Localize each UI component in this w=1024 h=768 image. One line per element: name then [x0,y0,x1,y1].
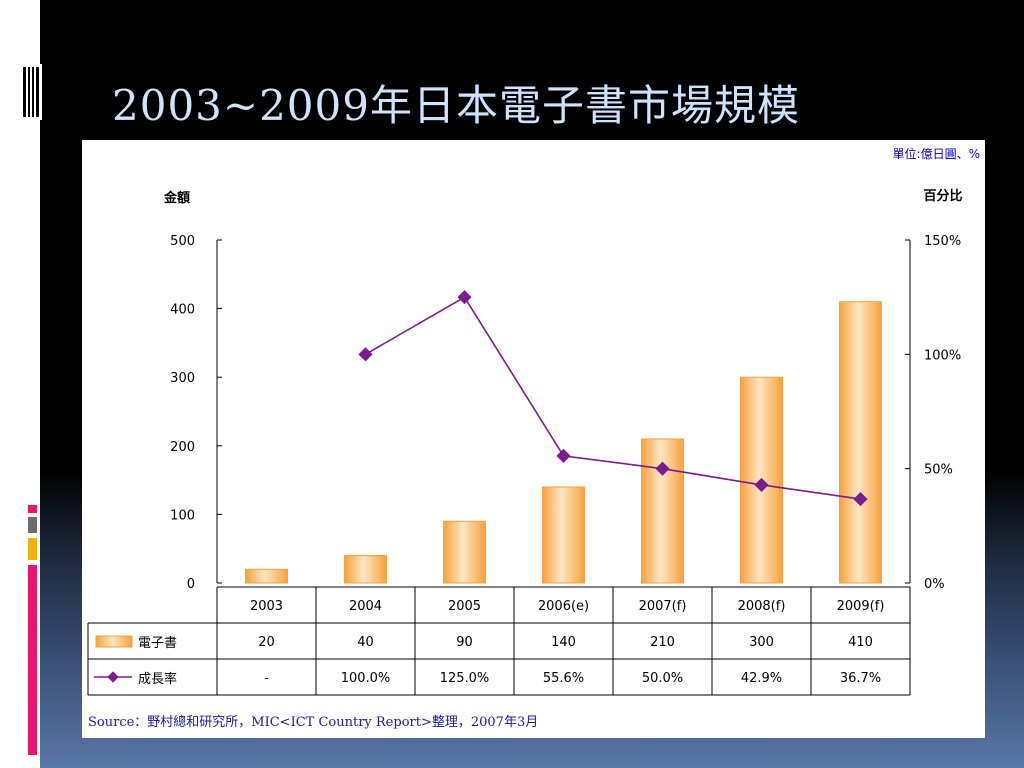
category-label: 2005 [448,599,481,614]
legend-bar-swatch [95,635,133,648]
category-label: 2008(f) [738,599,786,614]
bar [443,520,486,584]
growth-line [365,296,861,500]
legend-bar-label: 電子書 [138,636,177,651]
growth-value-cell: 36.7% [840,671,881,686]
bar [344,555,387,584]
category-label: 2003 [250,599,283,614]
left-tick-label: 400 [170,303,195,318]
data-table: 2003 2004 2005 2006(e) 2007(f) 2008(f) 2009(f)… [87,586,911,696]
growth-point [358,347,373,362]
bars [245,301,882,584]
bar [641,438,684,584]
growth-value-cell: 125.0% [440,671,490,686]
legend-line-label: 成長率 [138,671,177,687]
growth-point [853,492,868,507]
category-label: 2006(e) [538,599,589,614]
category-label: 2004 [349,599,382,614]
growth-value-cell: 42.9% [741,671,782,686]
bar-value-cell: 40 [357,635,374,650]
right-tick-label: 150% [924,234,961,249]
source-note: Source：野村總和研究所，MIC<ICT Country Report>整理… [88,714,538,730]
slide-title: 2003~2009年日本電子書市場規模 [112,81,800,130]
bar-value-cell: 20 [258,635,275,650]
legend-line-marker [107,671,119,683]
bar [839,301,882,584]
bar [245,568,288,584]
bar-value-cell: 300 [749,635,774,650]
bar [542,486,585,584]
growth-value-cell: 100.0% [341,671,391,686]
growth-point [556,448,571,463]
bar-value-cell: 410 [848,635,873,650]
growth-value-cell: - [264,671,269,686]
growth-value-cell: 55.6% [543,671,584,686]
left-tick-label: 200 [170,440,195,455]
axes: 500 400 300 200 100 0 150% 100% 50% 0% [170,234,961,592]
unit-note: 單位:億日圓、% [893,146,980,161]
left-tick-label: 0 [187,577,195,592]
left-tick-label: 500 [170,234,195,249]
y-left-label: 金額 [163,190,190,206]
right-tick-label: 100% [924,348,961,363]
growth-point [655,461,670,476]
vertical-bars-icon [20,64,42,120]
growth-value-cell: 50.0% [642,671,683,686]
bar-value-cell: 210 [650,635,675,650]
chart-panel: 單位:億日圓、% 金額 百分比 500 400 300 200 100 0 150% 100%… [82,140,985,738]
line-series [358,290,868,507]
right-tick-label: 50% [924,463,953,478]
growth-point [457,290,472,305]
chart-svg: 單位:億日圓、% 金額 百分比 500 400 300 200 100 0 150% 100%… [87,146,980,730]
left-tick-label: 300 [170,371,195,386]
left-tick-label: 100 [170,508,195,523]
bar-value-cell: 90 [456,635,473,650]
bar-value-cell: 140 [551,635,576,650]
right-tick-label: 0% [924,577,945,592]
y-right-label: 百分比 [923,188,962,204]
color-bars-decoration [28,505,37,755]
growth-point [754,477,769,492]
category-label: 2007(f) [639,599,687,614]
category-label: 2009(f) [837,599,885,614]
